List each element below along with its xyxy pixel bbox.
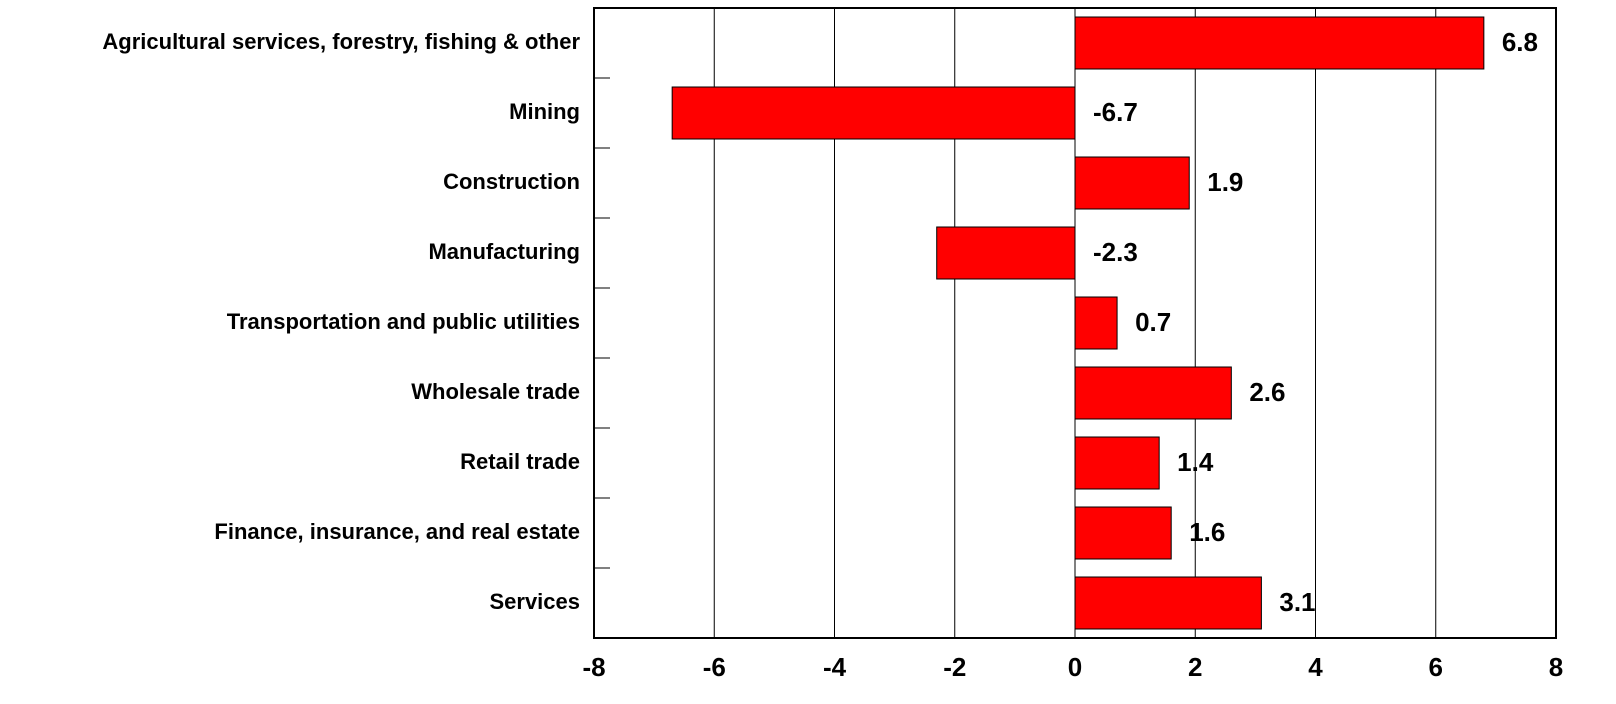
y-tick-label: Retail trade bbox=[460, 449, 580, 474]
bar bbox=[1074, 296, 1118, 350]
y-tick-label: Wholesale trade bbox=[411, 379, 580, 404]
y-tick-label: Services bbox=[489, 589, 580, 614]
data-label: 1.9 bbox=[1207, 167, 1243, 197]
y-tick-label: Finance, insurance, and real estate bbox=[214, 519, 580, 544]
data-label: 1.6 bbox=[1189, 517, 1225, 547]
plot-frame bbox=[593, 7, 1557, 639]
bar bbox=[1074, 576, 1262, 630]
x-tick-label: -4 bbox=[823, 652, 847, 682]
data-label: 1.4 bbox=[1177, 447, 1214, 477]
bar bbox=[1074, 16, 1485, 70]
x-tick-label: -2 bbox=[943, 652, 966, 682]
y-tick-label: Mining bbox=[509, 99, 580, 124]
x-tick-label: 8 bbox=[1549, 652, 1563, 682]
x-tick-label: 6 bbox=[1429, 652, 1443, 682]
bar bbox=[1074, 436, 1160, 490]
x-tick-label: -6 bbox=[703, 652, 726, 682]
y-tick-label: Construction bbox=[443, 169, 580, 194]
y-tick-label: Agricultural services, forestry, fishing… bbox=[102, 29, 580, 54]
x-tick-label: 2 bbox=[1188, 652, 1202, 682]
bar bbox=[1074, 156, 1190, 210]
data-label: 6.8 bbox=[1502, 27, 1538, 57]
data-label: 2.6 bbox=[1249, 377, 1285, 407]
x-tick-label: 4 bbox=[1308, 652, 1323, 682]
bar bbox=[1074, 366, 1232, 420]
data-label: 3.1 bbox=[1279, 587, 1315, 617]
data-label: 0.7 bbox=[1135, 307, 1171, 337]
bar bbox=[1074, 506, 1172, 560]
x-tick-label: -8 bbox=[582, 652, 605, 682]
x-tick-label: 0 bbox=[1068, 652, 1082, 682]
data-label: -6.7 bbox=[1093, 97, 1138, 127]
y-tick-label: Transportation and public utilities bbox=[227, 309, 580, 334]
data-label: -2.3 bbox=[1093, 237, 1138, 267]
y-tick-label: Manufacturing bbox=[428, 239, 580, 264]
bar bbox=[671, 86, 1076, 140]
bar bbox=[936, 226, 1076, 280]
